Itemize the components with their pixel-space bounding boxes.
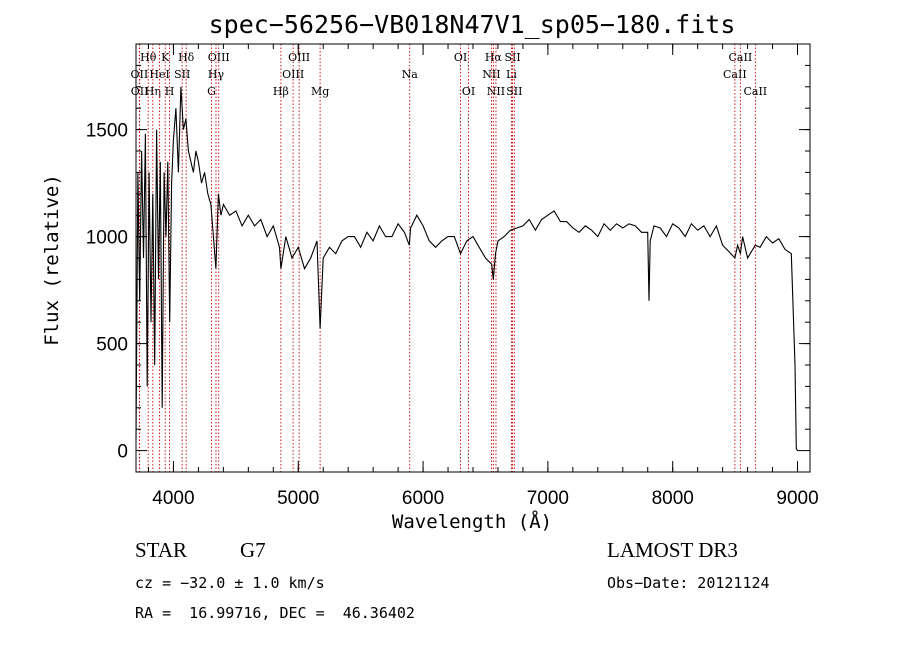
line-marker-label: CaII bbox=[743, 85, 767, 98]
line-marker-label: OIII bbox=[208, 51, 230, 64]
x-tick-label: 4000 bbox=[152, 488, 194, 509]
line-marker-label: K bbox=[161, 51, 170, 64]
x-tick-label: 5000 bbox=[277, 488, 319, 509]
line-marker-label: OIII bbox=[282, 68, 304, 81]
coordinates-info: RA = 16.99716, DEC = 46.36402 bbox=[135, 604, 415, 622]
x-tick-label: 9000 bbox=[776, 488, 818, 509]
line-marker-label: NII bbox=[482, 68, 500, 81]
line-marker-label: CaII bbox=[729, 51, 753, 64]
y-tick-label: 1000 bbox=[86, 228, 128, 249]
observation-date: Obs−Date: 20121124 bbox=[607, 574, 770, 592]
line-marker-label: Hβ bbox=[273, 85, 289, 98]
survey-name: LAMOST DR3 bbox=[607, 538, 738, 562]
line-marker-label: NII bbox=[487, 85, 505, 98]
line-marker-label: Hδ bbox=[178, 51, 195, 64]
y-axis-label: Flux (relative) bbox=[41, 174, 63, 346]
line-marker-label: G bbox=[207, 85, 216, 98]
x-tick-label: 8000 bbox=[652, 488, 694, 509]
flux-series-line bbox=[135, 86, 799, 452]
redshift-info: cz = −32.0 ± 1.0 km/s bbox=[135, 574, 325, 592]
line-marker-label: Mg bbox=[311, 85, 329, 98]
line-marker-label: OII bbox=[131, 68, 149, 81]
chart-title: spec−56256−VB018N47V1_sp05−180.fits bbox=[209, 10, 736, 39]
y-tick-label: 1500 bbox=[86, 121, 128, 142]
x-tick-label: 6000 bbox=[402, 488, 444, 509]
line-marker-label: OII bbox=[131, 85, 149, 98]
line-marker-label: Na bbox=[402, 68, 419, 81]
line-marker-label: Hγ bbox=[208, 68, 225, 81]
line-marker-label: OI bbox=[462, 85, 475, 98]
plot-frame bbox=[135, 43, 811, 473]
line-marker-label: Hθ bbox=[140, 51, 157, 64]
line-marker-label: HeI bbox=[149, 68, 169, 81]
object-subclass: G7 bbox=[240, 538, 266, 562]
line-marker-label: Li bbox=[506, 68, 517, 81]
line-marker-label: OI bbox=[454, 51, 467, 64]
y-tick-label: 500 bbox=[96, 335, 128, 356]
line-marker-label: CaII bbox=[723, 68, 747, 81]
x-axis-label: Wavelength (Å) bbox=[392, 510, 552, 533]
line-marker-label: SII bbox=[504, 51, 520, 64]
x-tick-label: 7000 bbox=[527, 488, 569, 509]
line-marker-label: SII bbox=[174, 68, 190, 81]
line-marker-label: SII bbox=[506, 85, 522, 98]
object-class: STAR bbox=[135, 538, 187, 562]
line-marker-label: Hη bbox=[145, 85, 161, 98]
axes: 4000 5000 6000 7000 8000 9000 0 500 1000 1500 bbox=[86, 43, 819, 509]
y-tick-label: 0 bbox=[117, 442, 128, 463]
line-marker-label: Hα bbox=[485, 51, 503, 64]
line-marker-label: H bbox=[165, 85, 175, 98]
line-marker-label: OIII bbox=[288, 51, 310, 64]
